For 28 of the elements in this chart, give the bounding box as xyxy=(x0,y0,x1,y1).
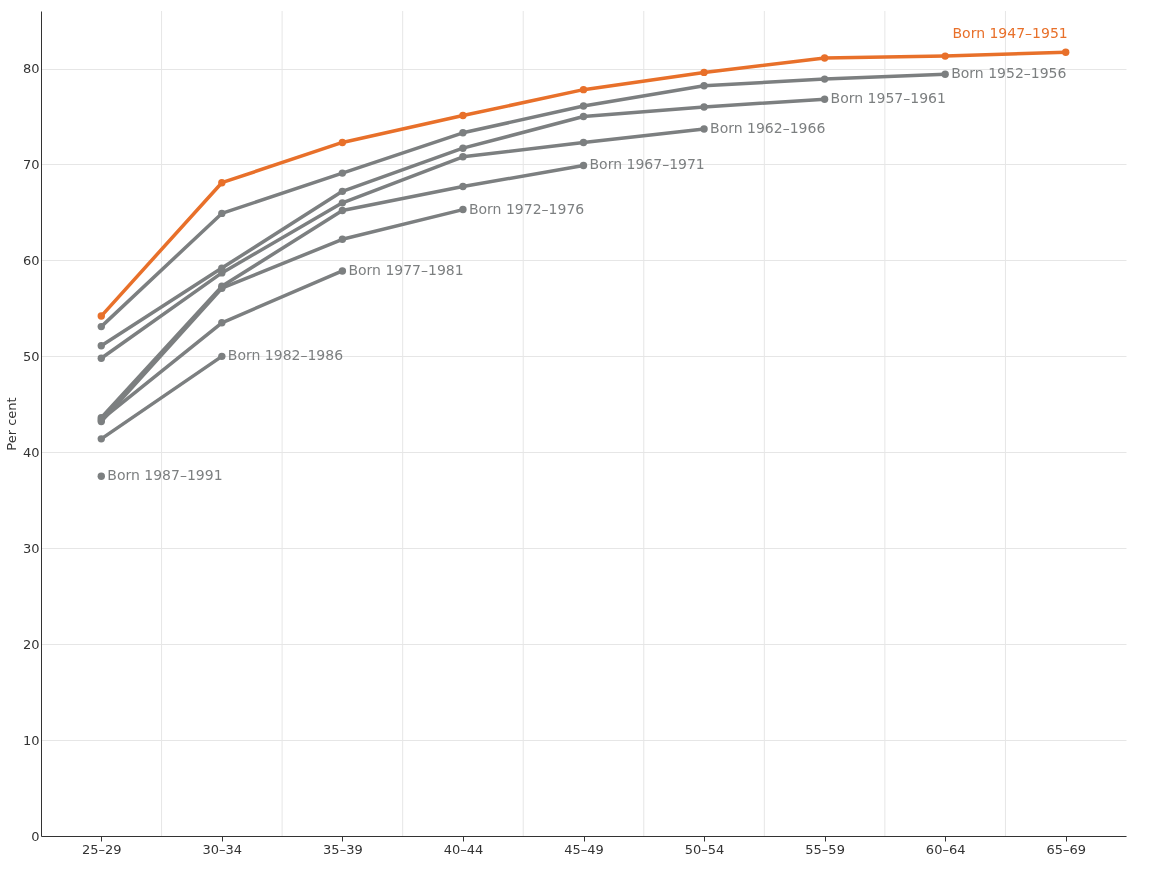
y-tick-label: 10 xyxy=(22,732,40,748)
y-tick-label: 20 xyxy=(22,636,40,652)
x-tick-label: 40–44 xyxy=(443,841,484,857)
x-tick-label: 60–64 xyxy=(925,841,966,857)
x-tick-label: 55–59 xyxy=(805,841,845,857)
series-label: Born 1947–1951 xyxy=(952,25,1068,42)
series-label: Born 1977–1981 xyxy=(348,261,464,278)
y-tick-label: 70 xyxy=(22,156,40,172)
series-label: Born 1962–1966 xyxy=(710,119,826,136)
series-label: Born 1987–1991 xyxy=(107,467,223,484)
series-label: Born 1952–1956 xyxy=(951,65,1067,82)
series-label: Born 1957–1961 xyxy=(830,90,946,107)
y-tick-label: 50 xyxy=(22,348,40,364)
series-label: Born 1972–1976 xyxy=(468,200,585,217)
y-tick-label: 60 xyxy=(22,252,40,268)
y-tick-label: 80 xyxy=(22,61,40,77)
x-tick-label: 50–54 xyxy=(684,841,725,857)
series-label: Born 1967–1971 xyxy=(589,156,705,173)
y-tick-label: 0 xyxy=(31,828,40,844)
x-tick-label: 25–29 xyxy=(81,841,122,857)
x-tick-label: 45–49 xyxy=(564,841,604,857)
series-label: Born 1982–1986 xyxy=(227,347,344,364)
y-tick-label: 30 xyxy=(22,540,40,556)
x-tick-label: 65–69 xyxy=(1046,841,1087,857)
x-tick-label: 35–39 xyxy=(323,841,363,857)
y-axis-title: Per cent xyxy=(3,397,19,451)
x-tick-label: 30–34 xyxy=(202,841,243,857)
y-tick-label: 40 xyxy=(22,444,40,460)
